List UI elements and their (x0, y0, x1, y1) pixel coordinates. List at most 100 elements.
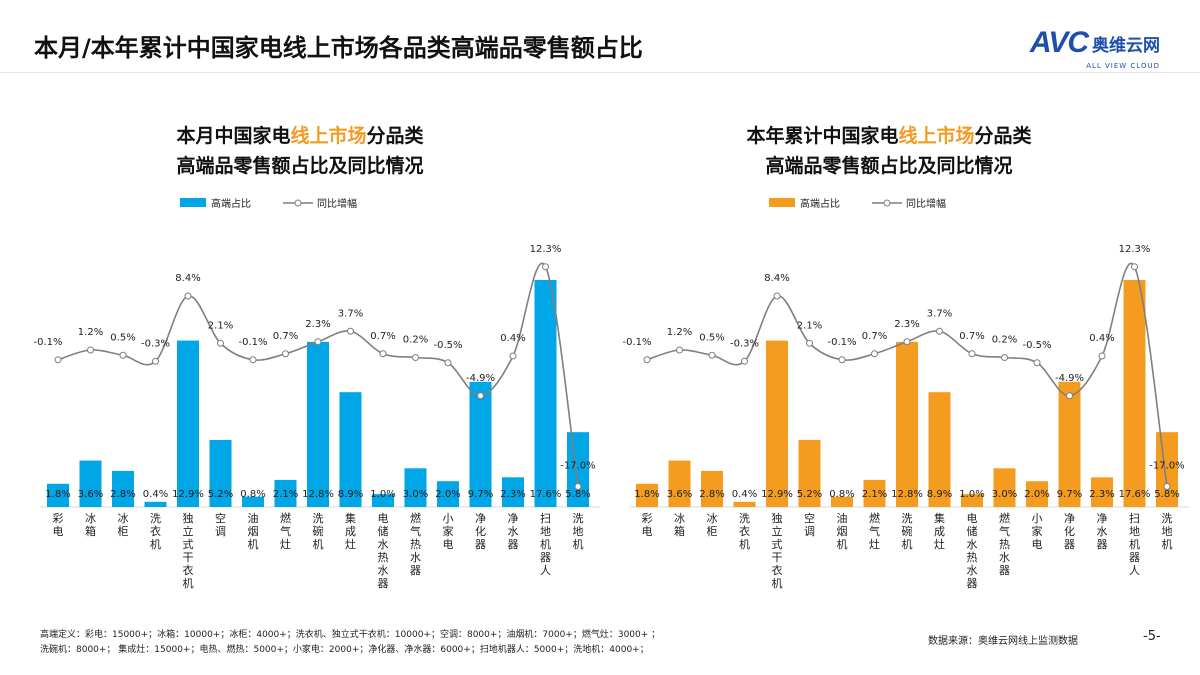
category-label: 燃气热水器 (410, 511, 421, 577)
bar (534, 279, 557, 507)
bar (701, 470, 723, 507)
bar (733, 501, 756, 507)
category-label: 空调 (215, 511, 226, 538)
bar (798, 439, 821, 507)
bar-data-label: 12.8% (302, 489, 334, 500)
category-label: 冰箱 (674, 512, 685, 538)
category-label: 小家电 (443, 512, 454, 551)
yoy-data-label: 0.4% (500, 333, 525, 344)
yoy-point (871, 350, 878, 358)
category-label: 净水器 (1097, 511, 1108, 551)
bar-data-label: 2.3% (500, 489, 525, 500)
yoy-data-label: -0.3% (730, 338, 759, 349)
bar (437, 481, 459, 507)
bar-data-label: 17.6% (530, 489, 562, 500)
legend-line-label: 同比增幅 (317, 197, 357, 210)
bar (307, 341, 329, 507)
yoy-data-label: 12.3% (1119, 244, 1151, 255)
bar-data-label: 2.1% (862, 489, 887, 500)
bar-data-label: 8.9% (338, 489, 363, 500)
bar (144, 501, 167, 507)
category-label: 洗衣机 (739, 512, 750, 551)
category-label: 油烟机 (837, 511, 848, 551)
legend-bar-swatch (769, 198, 795, 207)
yoy-data-label: 2.1% (208, 320, 233, 331)
yoy-data-label: -17.0% (1149, 461, 1184, 472)
chart-title-line-2: 高端品零售额占比及同比情况 (176, 154, 423, 177)
yoy-point (347, 327, 354, 335)
bar (1091, 477, 1113, 507)
yoy-data-label: -0.5% (1022, 340, 1051, 351)
bar-data-label: 5.8% (565, 489, 590, 500)
category-label: 燃气灶 (869, 511, 880, 551)
category-label: 电储水热水器 (378, 512, 389, 590)
legend-line-marker (883, 199, 891, 207)
bar-data-label: 3.0% (992, 489, 1017, 500)
yoy-point (542, 263, 549, 271)
bar (177, 340, 199, 507)
yoy-data-label: -4.9% (466, 373, 495, 384)
bar (47, 483, 69, 507)
bar-data-label: 2.0% (435, 489, 460, 500)
yoy-point (643, 356, 651, 364)
yoy-point (444, 359, 452, 367)
category-label: 洗地机 (573, 512, 584, 551)
yoy-point (119, 351, 127, 359)
category-label: 扫地机器人 (1129, 512, 1140, 577)
category-label: 空调 (804, 511, 815, 538)
yoy-point (1066, 392, 1073, 400)
bar-data-label: 0.8% (829, 489, 854, 500)
bar (339, 392, 362, 507)
bar-data-label: 2.3% (1089, 489, 1114, 500)
bar-data-label: 17.6% (1119, 489, 1151, 500)
yoy-data-label: -0.1% (622, 337, 651, 348)
yoy-data-label: 0.7% (862, 331, 887, 342)
bar (993, 468, 1016, 507)
page-title: 本月/本年累计中国家电线上市场各品类高端品零售额占比 (34, 34, 643, 62)
yoy-data-label: 12.3% (530, 244, 562, 255)
chart-title-line-2: 高端品零售额占比及同比情况 (765, 154, 1012, 177)
bar (79, 460, 102, 507)
data-source: 数据来源：奥维云网线上监测数据 (928, 636, 1078, 647)
yoy-data-label: 2.3% (305, 319, 330, 330)
yoy-data-label: -0.5% (433, 340, 462, 351)
bar (831, 496, 853, 507)
logo-en: ALL VIEW CLOUD (1086, 62, 1160, 70)
bar (469, 381, 492, 507)
yoy-data-label: 0.2% (992, 335, 1017, 346)
bar (1156, 432, 1178, 507)
bar (1123, 279, 1146, 507)
yoy-point (1033, 359, 1041, 367)
bar (567, 432, 589, 507)
category-label: 洗地机 (1162, 512, 1173, 551)
category-label: 彩电 (642, 512, 653, 538)
yoy-data-label: 2.1% (797, 320, 822, 331)
bar-data-label: 2.8% (110, 489, 135, 500)
bar-data-label: 9.7% (468, 489, 493, 500)
footnote: 高端定义：彩电：15000+；冰箱：10000+；冰柜：4000+；洗衣机、独立… (40, 628, 660, 658)
category-label: 独立式干衣机 (772, 512, 783, 590)
bar (766, 340, 788, 507)
yoy-point (477, 392, 484, 400)
yoy-point (87, 346, 94, 354)
yoy-data-label: 0.7% (370, 331, 395, 342)
yoy-point (1001, 354, 1008, 361)
logo-cn: 奥维云网 (1092, 35, 1160, 56)
bar-data-label: 2.1% (273, 489, 298, 500)
yoy-point (314, 338, 322, 346)
bar (404, 468, 427, 507)
legend-bar-swatch (180, 198, 206, 207)
bar-data-label: 5.2% (208, 489, 233, 500)
category-label: 净水器 (508, 511, 519, 551)
legend-bar-label: 高端占比 (800, 197, 840, 210)
bar (928, 392, 951, 507)
bar (896, 341, 918, 507)
bar-data-label: 3.0% (403, 489, 428, 500)
yoy-point (184, 292, 192, 300)
yoy-data-label: -0.1% (827, 337, 856, 348)
yoy-point (676, 346, 683, 354)
category-label: 集成灶 (345, 511, 356, 551)
bar (1026, 481, 1048, 507)
yoy-data-label: 1.2% (78, 327, 103, 338)
bar-data-label: 1.0% (959, 489, 984, 500)
